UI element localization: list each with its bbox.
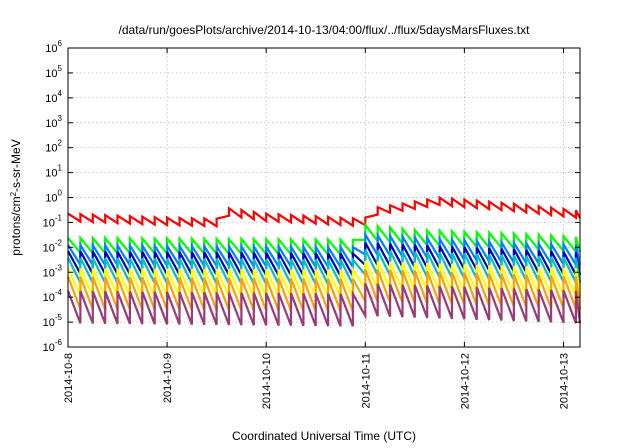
y-tick-label: 102 — [45, 139, 62, 155]
y-tick-exponent: -4 — [55, 288, 63, 297]
y-tick-base: 10 — [43, 217, 55, 229]
y-tick-base: 10 — [43, 292, 55, 304]
y-tick-label: 106 — [45, 39, 62, 55]
y-tick-label: 10-2 — [43, 238, 63, 254]
y-tick-label: 10-1 — [43, 213, 63, 229]
x-tick-label: 2014-10-10 — [261, 353, 273, 409]
y-tick-label: 10-6 — [43, 338, 63, 354]
y-tick-exponent: -3 — [55, 263, 63, 272]
y-tick-exponent: 1 — [58, 164, 63, 173]
y-axis-label: protons/cm2-s-sr-MeV — [9, 139, 24, 255]
y-tick-label: 101 — [45, 164, 62, 180]
y-tick-base: 10 — [43, 267, 55, 279]
y-tick-exponent: 5 — [58, 64, 63, 73]
y-tick-label: 100 — [45, 189, 62, 205]
x-tick-label: 2014-10-12 — [459, 353, 471, 409]
series-line-1 — [67, 195, 581, 229]
y-tick-label: 10-3 — [43, 263, 63, 279]
y-tick-exponent: 6 — [58, 39, 63, 48]
x-tick-label: 2014-10-13 — [558, 353, 570, 409]
y-tick-exponent: -5 — [55, 313, 63, 322]
y-tick-base: 10 — [45, 143, 57, 155]
y-tick-exponent: 2 — [58, 139, 63, 148]
y-tick-exponent: -1 — [55, 213, 63, 222]
series-line-8 — [66, 283, 582, 327]
x-tick-label: 2014-10-9 — [162, 353, 174, 403]
y-tick-base: 10 — [45, 43, 57, 55]
y-tick-label: 103 — [45, 114, 62, 130]
chart-title: /data/run/goesPlots/archive/2014-10-13/0… — [119, 23, 531, 37]
axis-ticks: 10-610-510-410-310-210-11001011021031041… — [43, 39, 580, 409]
y-tick-base: 10 — [45, 93, 57, 105]
y-tick-exponent: 4 — [58, 89, 63, 98]
y-tick-label: 105 — [45, 64, 62, 80]
x-tick-label: 2014-10-8 — [63, 353, 75, 403]
y-tick-base: 10 — [45, 118, 57, 130]
y-tick-base: 10 — [43, 342, 55, 354]
x-axis-label: Coordinated Universal Time (UTC) — [232, 429, 416, 443]
y-tick-base: 10 — [45, 193, 57, 205]
y-tick-base: 10 — [43, 242, 55, 254]
y-axis-label-sup: 2 — [9, 191, 18, 196]
y-tick-exponent: -6 — [55, 338, 63, 347]
y-tick-base: 10 — [45, 168, 57, 180]
y-axis-label-post: -s-sr-MeV — [9, 139, 23, 192]
y-tick-exponent: -2 — [55, 238, 63, 247]
y-axis-label-pre: protons/cm — [9, 196, 23, 255]
y-tick-label: 10-5 — [43, 313, 63, 329]
y-tick-label: 104 — [45, 89, 62, 105]
y-tick-exponent: 0 — [58, 189, 63, 198]
x-tick-label: 2014-10-11 — [360, 353, 372, 408]
series-lines — [66, 195, 582, 327]
y-tick-base: 10 — [43, 317, 55, 329]
y-tick-exponent: 3 — [58, 114, 63, 123]
y-tick-base: 10 — [45, 68, 57, 80]
y-tick-label: 10-4 — [43, 288, 63, 304]
